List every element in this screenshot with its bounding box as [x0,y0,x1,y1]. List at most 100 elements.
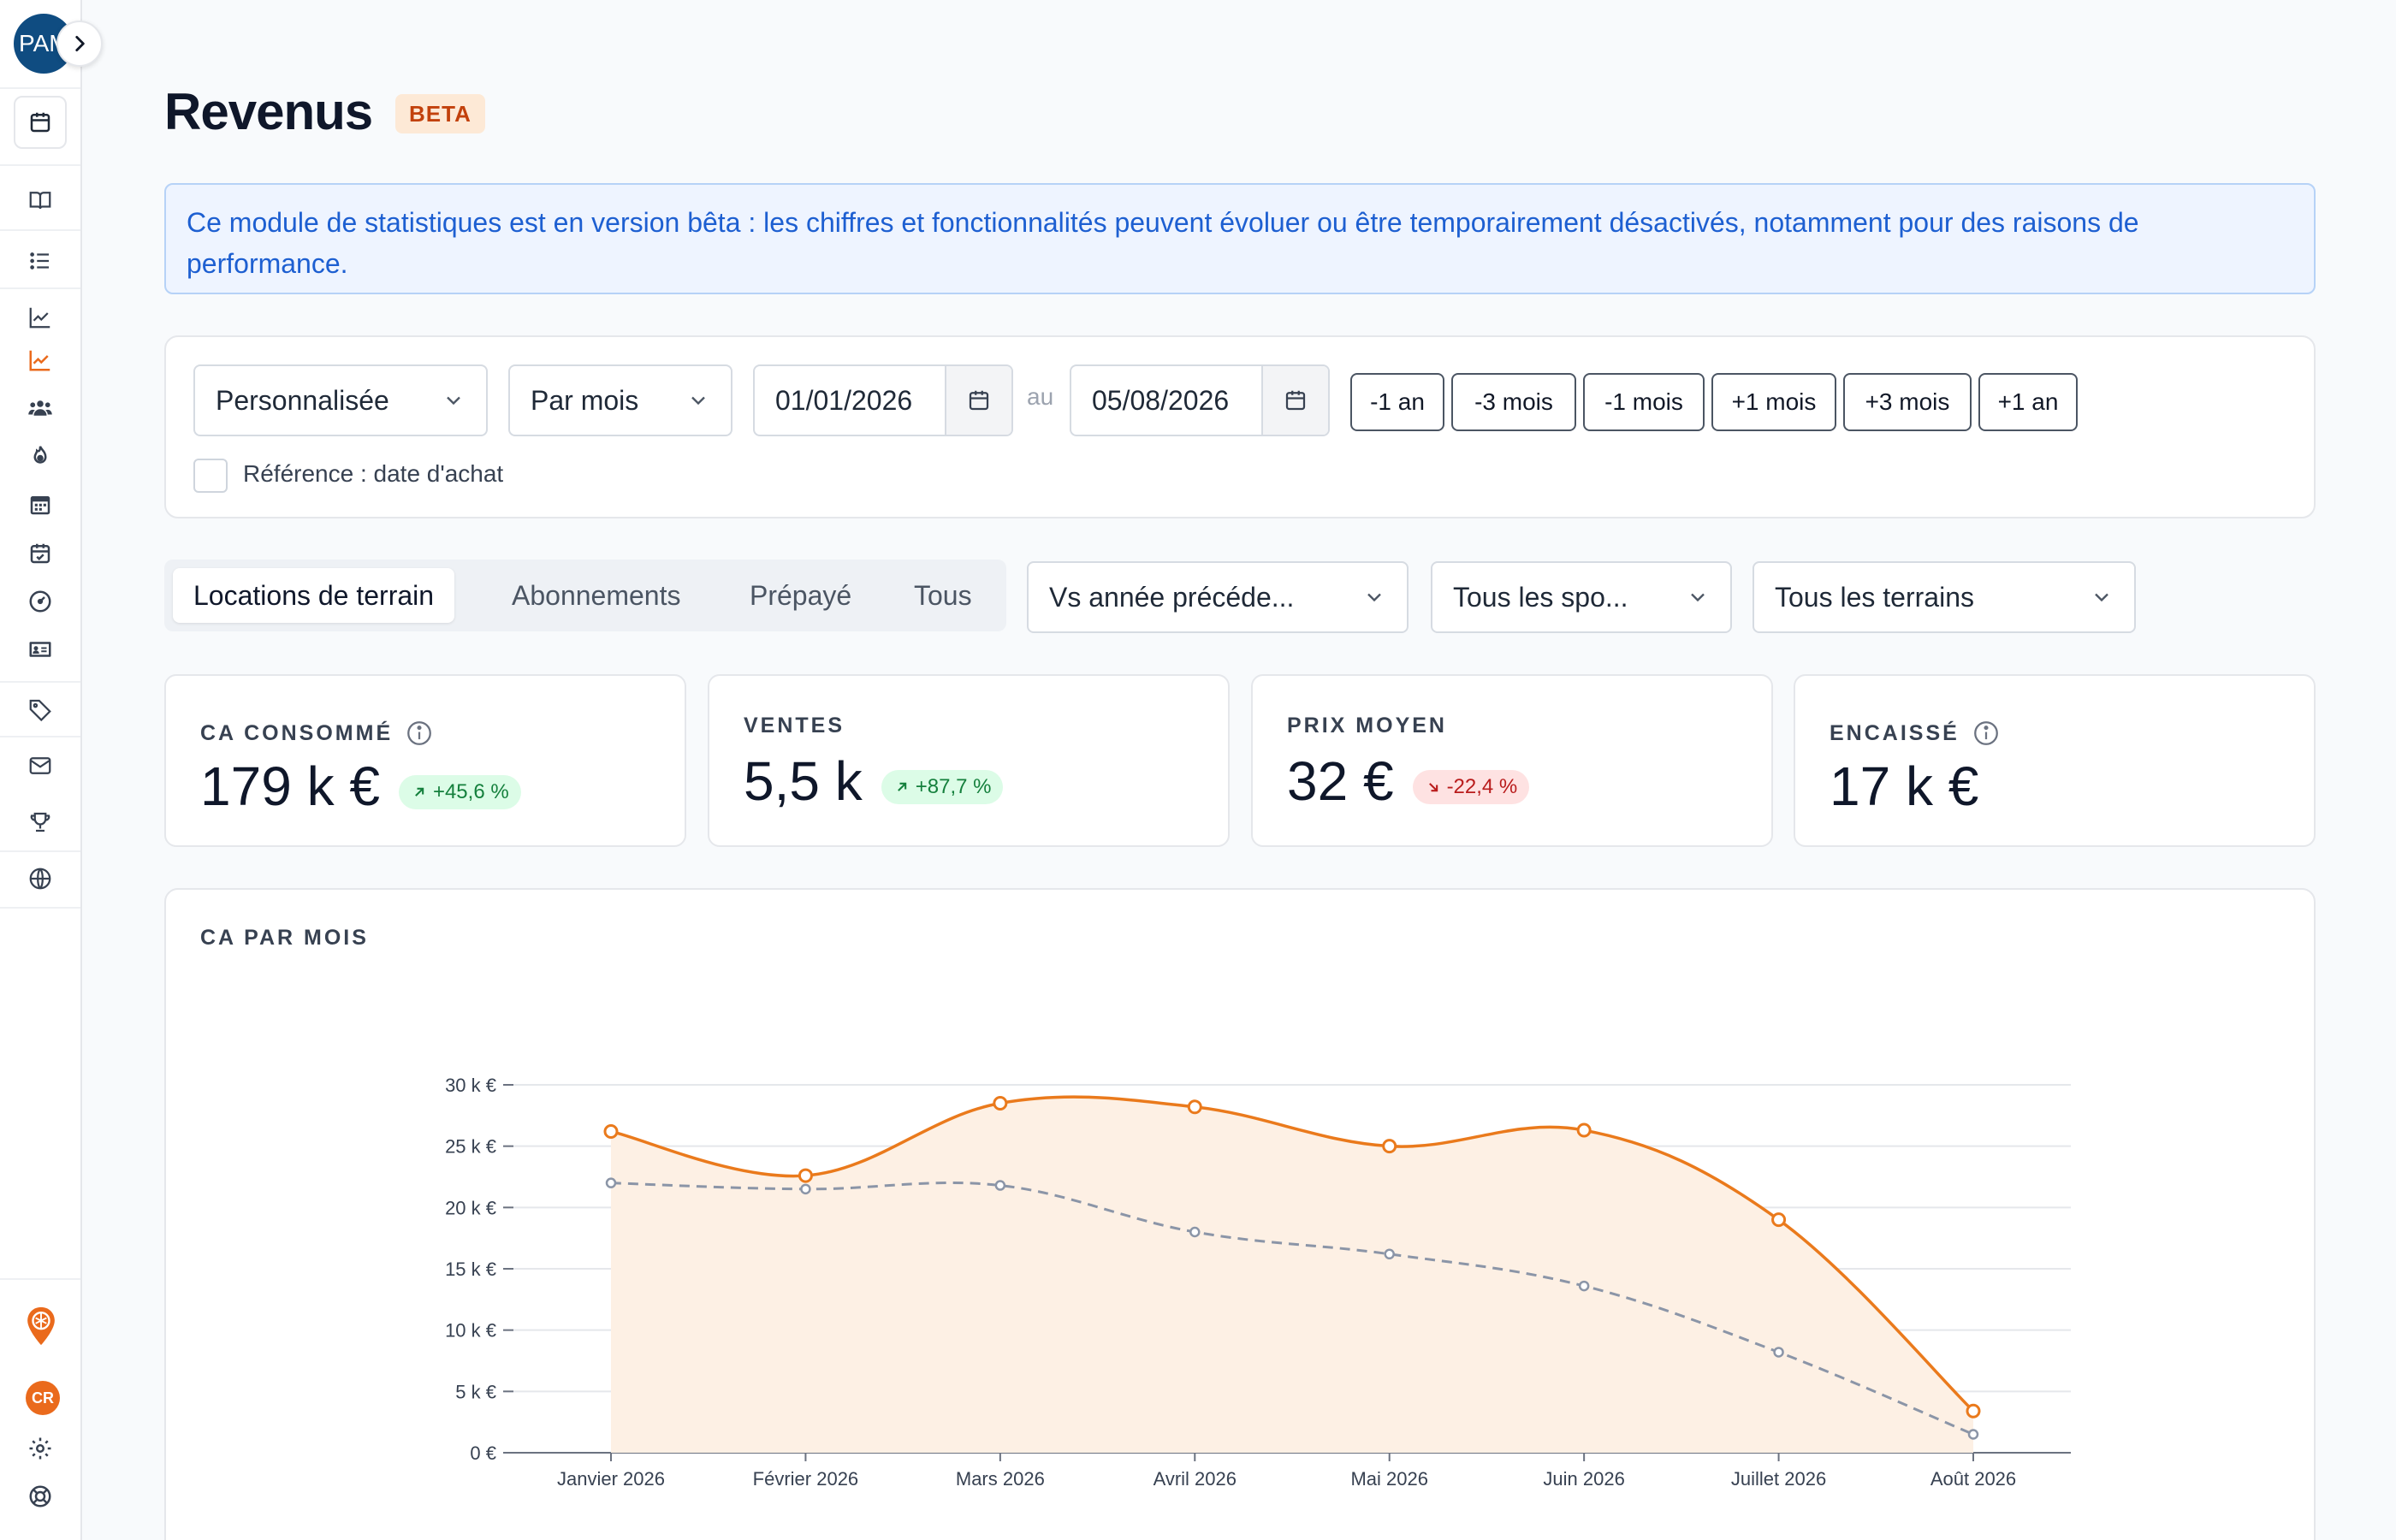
comparison-point [1384,1248,1395,1260]
date-to-value[interactable]: 05/08/2026 [1092,384,1230,416]
delta-badge-down: -22,4 % [1412,770,1530,804]
quick-plus-1-month-button[interactable]: +1 mois [1711,373,1836,431]
book-icon [29,192,51,210]
reference-date-label[interactable]: Référence : date d'achat [243,460,504,487]
sidebar-item-docs[interactable] [26,186,55,215]
sidebar-item-activity[interactable] [26,441,55,471]
chart-active-icon [29,350,50,371]
x-tick-label: Avril 2026 [1154,1468,1237,1490]
info-icon[interactable] [405,719,434,748]
date-to-field[interactable]: 05/08/2026 [1070,364,1330,436]
chevron-right-icon [75,36,85,51]
trophy-icon [30,812,50,832]
sports-select[interactable]: Tous les spo... [1431,561,1732,633]
tab-locations[interactable]: Locations de terrain [173,568,455,623]
quick-plus-3-months-button[interactable]: +3 mois [1843,373,1972,431]
y-tick-label: 30 k € [445,1075,496,1096]
sidebar-item-messages[interactable] [26,751,55,780]
current-point [603,1123,619,1139]
calendar-icon [1285,390,1306,411]
x-tick-label: Août 2026 [1930,1468,2016,1490]
date-from-field[interactable]: 01/01/2026 [753,364,1013,436]
y-tick-label: 15 k € [445,1259,496,1280]
stat-label: ENCAISSÉ [1830,719,2001,748]
quick-minus-3-months-button[interactable]: -3 mois [1451,373,1576,431]
delta-badge-up: +45,6 % [398,775,521,809]
mail-icon [29,757,51,774]
stat-label-text: CA CONSOMMÉ [200,720,394,745]
sidebar-item-planning[interactable] [14,96,67,149]
stat-value: 17 k € [1830,755,1978,818]
revenue-type-tabs: Locations de terrain Abonnements Prépayé… [164,560,1006,631]
terrains-select[interactable]: Tous les terrains [1753,561,2136,633]
sidebar-item-members[interactable] [26,394,55,423]
current-point [1966,1403,1981,1419]
sidebar-item-settings[interactable] [26,1434,55,1463]
comparison-select[interactable]: Vs année précéde... [1027,561,1409,633]
sidebar-item-dashboard[interactable] [26,587,55,616]
expand-sidebar-button[interactable] [56,21,103,67]
quick-minus-1-year-button[interactable]: -1 an [1350,373,1444,431]
date-from-value[interactable]: 01/01/2026 [775,384,913,416]
settings-icon [29,1437,51,1460]
x-tick-label: Mai 2026 [1350,1468,1428,1490]
info-icon[interactable] [1972,719,2001,748]
location-pin-icon [27,1306,55,1346]
stat-value-text: 17 k € [1830,755,1979,817]
tab-abonnements[interactable]: Abonnements [512,579,681,611]
granularity-select[interactable]: Par mois [508,364,732,436]
arrow-down-right-icon [1428,783,1438,792]
date-to-picker-button[interactable] [1261,366,1328,435]
sidebar: PAM [0,0,103,1540]
comparison-point [1578,1280,1590,1292]
revenue-line-chart: 0 € 5 k € 10 k € 15 k € 20 k € 25 k € 30 k € Ja… [445,1075,2071,1490]
sidebar-item-revenus[interactable] [26,346,55,375]
arrow-up-right-icon [897,782,906,791]
tab-prepaye[interactable]: Prépayé [750,579,852,611]
x-tick-label: Janvier 2026 [557,1468,665,1490]
chart-icon [29,307,50,329]
sidebar-item-list[interactable] [26,246,55,275]
y-tick-label: 25 k € [445,1136,496,1158]
delta-text: -22,4 % [1446,775,1518,798]
delta-text: +45,6 % [432,780,509,803]
sidebar-item-bookings[interactable] [26,539,55,568]
period-type-select[interactable]: Personnalisée [193,364,488,436]
sidebar-item-pricing[interactable] [26,695,55,724]
current-point [1187,1099,1202,1115]
user-avatar[interactable]: CR [26,1381,60,1415]
series-line-comparison [610,1181,1974,1436]
sidebar-item-analytics[interactable] [26,303,55,332]
sidebar-item-schedule[interactable] [26,490,55,519]
sidebar-item-help[interactable] [26,1482,55,1511]
stat-value-text: 5,5 k [744,750,863,812]
period-type-value: Personnalisée [216,384,389,416]
stat-card-prix-moyen: PRIX MOYEN 32 € -22,4 % [1251,674,1773,847]
reference-date-checkbox[interactable] [193,459,228,493]
tab-tous[interactable]: Tous [914,579,972,611]
chevron-down-icon [2095,593,2108,602]
date-from-picker-button[interactable] [945,366,1011,435]
sidebar-item-website[interactable] [26,864,55,893]
calendar-grid-icon [30,496,50,515]
help-icon [29,1485,51,1507]
quick-plus-1-year-button[interactable]: +1 an [1978,373,2078,431]
calendar-check-icon [30,543,50,564]
sidebar-item-cards[interactable] [26,635,55,664]
stat-label: VENTES [744,714,845,738]
chevron-down-icon [691,396,705,406]
current-point [1771,1212,1787,1228]
stat-card-ventes: VENTES 5,5 k +87,7 % [708,674,1230,847]
tag-icon [29,699,51,722]
quick-minus-1-month-button[interactable]: -1 mois [1583,373,1705,431]
sidebar-item-tournaments[interactable] [26,808,55,837]
current-point [993,1096,1008,1111]
banner-text: Ce module de statistiques est en version… [187,207,2139,279]
date-separator: au [1027,383,1054,410]
comparison-value: Vs année précéde... [1049,581,1295,613]
sidebar-item-location[interactable] [24,1304,58,1348]
x-tick-label: Juin 2026 [1543,1468,1624,1490]
chart-card: CA PAR MOIS 0 € 5 k € 10 k € 15 k € 20 k € 25… [164,888,2316,1540]
beta-badge: BETA [395,94,485,133]
beta-info-banner: Ce module de statistiques est en version… [164,183,2316,294]
